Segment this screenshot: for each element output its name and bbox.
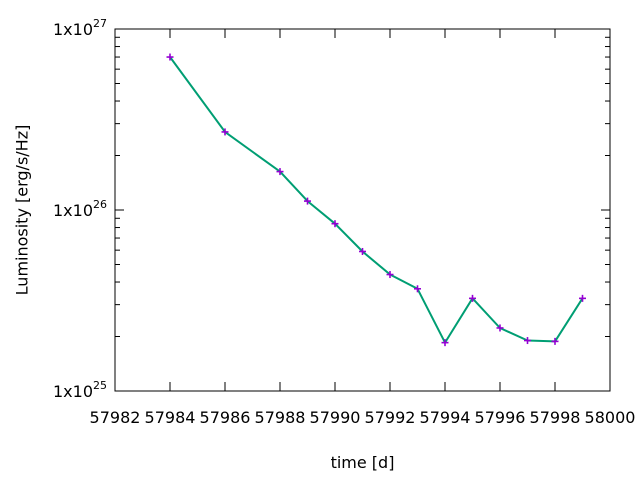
y-axis-ticks: 1x1025 1x1026 1x1027: [53, 17, 610, 401]
data-point-marker: [414, 285, 421, 293]
data-point-marker: [469, 294, 476, 302]
y-tick-label: 1x1025: [53, 379, 107, 401]
x-tick-label: 57986: [200, 408, 251, 427]
x-tick-label: 57992: [365, 408, 416, 427]
data-point-marker: [386, 271, 394, 279]
data-point-marker: [551, 337, 559, 345]
data-point-marker: [496, 324, 504, 332]
data-point-marker: [166, 53, 174, 61]
data-point-marker: [359, 247, 366, 255]
x-tick-label: 57990: [310, 408, 361, 427]
x-axis-ticks: 57982 57984 57986 57988 57990 57992 57994 57996…: [90, 29, 636, 427]
y-axis-label: Luminosity [erg/s/Hz]: [13, 125, 32, 296]
x-tick-label: 57996: [475, 408, 526, 427]
y-tick-label: 1x1026: [53, 198, 107, 220]
series-group: [166, 53, 586, 347]
data-point-marker: [441, 339, 449, 347]
y-tick-label: 1x1027: [53, 17, 107, 39]
data-point-marker: [524, 337, 531, 345]
data-point-marker: [304, 197, 311, 205]
x-tick-label: 57998: [530, 408, 581, 427]
x-tick-label: 57994: [420, 408, 471, 427]
x-tick-label: 57988: [255, 408, 306, 427]
x-axis-label: time [d]: [331, 453, 395, 472]
data-point-marker: [579, 294, 586, 302]
series-line: [169, 56, 584, 344]
data-point-marker: [331, 220, 339, 228]
x-tick-label: 57982: [90, 408, 141, 427]
data-point-marker: [221, 128, 229, 136]
data-point-marker: [276, 168, 284, 176]
x-tick-label: 57984: [145, 408, 196, 427]
x-tick-label: 58000: [585, 408, 636, 427]
